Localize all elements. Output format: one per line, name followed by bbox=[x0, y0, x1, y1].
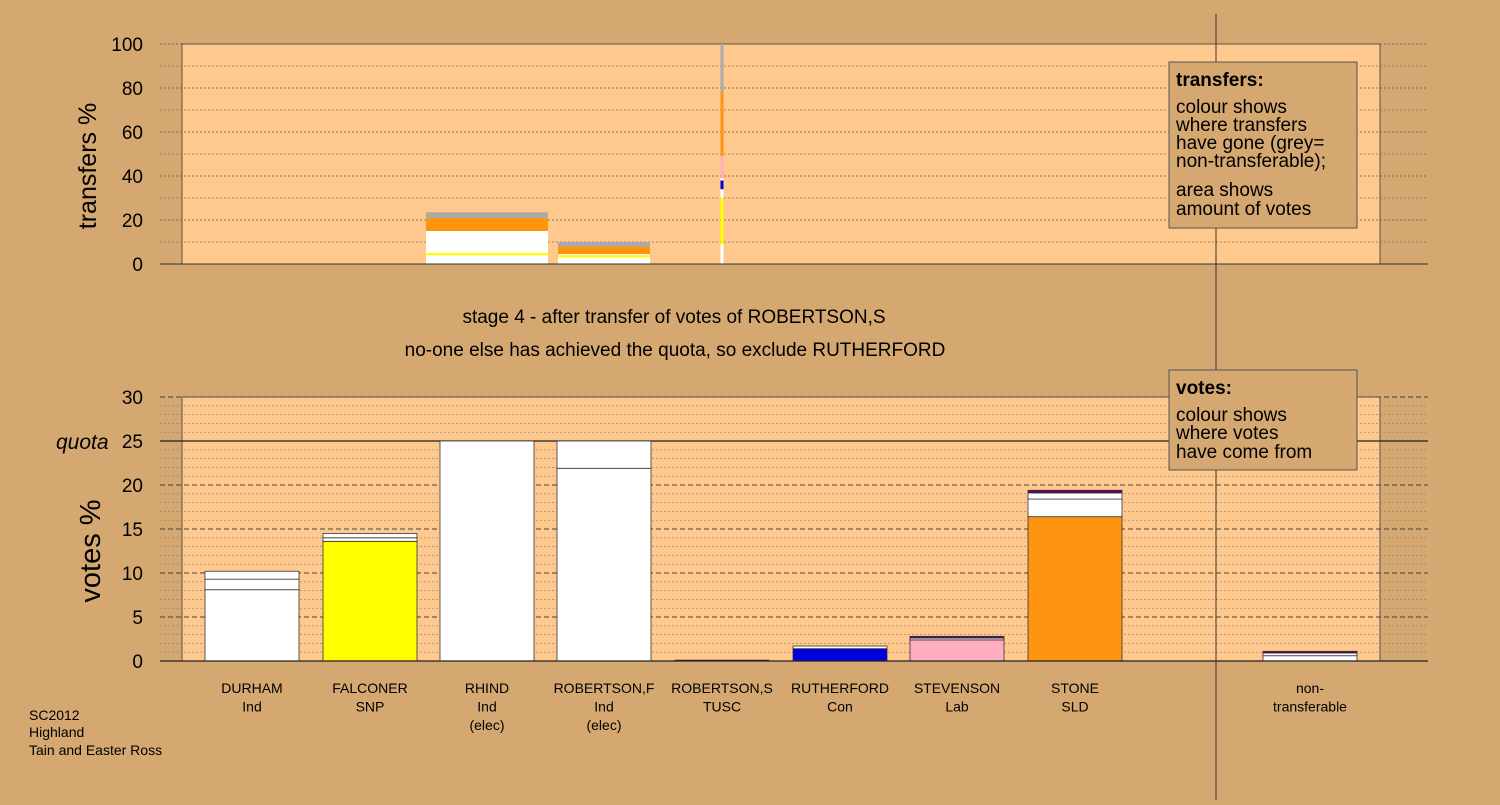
category-labels: DURHAM Ind FALCONER SNP RHIND Ind (elec) ROBERT… bbox=[221, 680, 1347, 733]
category-label: ROBERTSON,F bbox=[554, 680, 655, 696]
transfers-legend-line: area shows bbox=[1176, 180, 1273, 201]
vote-bar-segment bbox=[1027, 516, 1123, 662]
vote-bar-segment bbox=[204, 589, 300, 662]
category-label: DURHAM bbox=[221, 680, 282, 696]
transfer-bar-segment bbox=[720, 156, 724, 179]
vote-bar-segment bbox=[1027, 489, 1123, 494]
transfers-legend-title: transfers: bbox=[1176, 70, 1264, 91]
category-label: Ind bbox=[477, 699, 496, 715]
transfer-bar-segment bbox=[558, 242, 650, 247]
category-label: Ind bbox=[242, 699, 261, 715]
transfers-y-tick-label: 0 bbox=[132, 255, 143, 276]
transfer-bar-segment bbox=[720, 44, 724, 93]
category-label: FALCONER bbox=[332, 680, 407, 696]
transfer-bar-segment bbox=[558, 254, 650, 256]
category-label: SNP bbox=[356, 699, 385, 715]
footer-election: SC2012 bbox=[29, 707, 80, 723]
votes-y-axis-label: votes % bbox=[75, 499, 107, 602]
transfer-bar-segment bbox=[720, 198, 724, 245]
vote-bar-segment bbox=[1262, 655, 1358, 662]
footer-council: Highland bbox=[29, 724, 84, 740]
transfer-bar-segment bbox=[426, 212, 548, 218]
votes-legend-line: colour shows bbox=[1176, 405, 1287, 426]
vote-bar-segment bbox=[1262, 650, 1358, 654]
votes-y-tick-label: 10 bbox=[122, 564, 143, 585]
transfers-y-tick-label: 60 bbox=[122, 123, 143, 144]
transfer-bar-segment bbox=[426, 217, 548, 231]
category-label: Con bbox=[827, 699, 853, 715]
transfers-bars bbox=[426, 44, 724, 264]
category-label: (elec) bbox=[586, 717, 621, 733]
vote-bar-segment bbox=[556, 467, 652, 662]
votes-legend-line: where votes bbox=[1175, 423, 1278, 444]
transfer-bar-segment bbox=[426, 253, 548, 256]
transfers-y-tick-label: 100 bbox=[111, 35, 143, 56]
transfers-legend-line: colour shows bbox=[1176, 97, 1287, 118]
quota-label: quota bbox=[56, 431, 109, 454]
transfers-legend-line: non-transferable); bbox=[1176, 151, 1326, 172]
stage-title: stage 4 - after transfer of votes of ROB… bbox=[462, 307, 885, 328]
vote-bar-segment bbox=[1027, 498, 1123, 518]
category-label: ROBERTSON,S bbox=[671, 680, 773, 696]
transfer-bar-segment bbox=[426, 231, 548, 253]
category-label: STEVENSON bbox=[914, 680, 1000, 696]
vote-bar-segment bbox=[204, 570, 300, 580]
axes bbox=[160, 263, 1428, 662]
transfers-legend-line: amount of votes bbox=[1176, 199, 1311, 220]
transfers-y-tick-label: 80 bbox=[122, 79, 143, 100]
vote-bar-segment bbox=[439, 440, 535, 662]
category-label: Lab bbox=[945, 699, 969, 715]
transfers-legend-line: where transfers bbox=[1175, 115, 1307, 136]
transfers-legend: transfers: colour shows where transfers … bbox=[1168, 61, 1358, 229]
vote-bar-segment bbox=[322, 540, 418, 662]
category-label: RHIND bbox=[465, 680, 509, 696]
tick-labels: 0 20 40 60 80 100 0 5 10 15 20 25 30 bbox=[111, 35, 143, 673]
category-label: non- bbox=[1296, 680, 1324, 696]
vote-bar-segment bbox=[909, 635, 1005, 639]
transfer-bar-segment bbox=[720, 178, 724, 181]
votes-y-tick-label: 15 bbox=[122, 520, 143, 541]
vote-bar-segment bbox=[556, 440, 652, 469]
transfer-bar-segment bbox=[720, 92, 724, 157]
transfer-bar-segment bbox=[720, 180, 724, 190]
votes-y-tick-label: 0 bbox=[132, 652, 143, 673]
category-label: transferable bbox=[1273, 699, 1347, 715]
category-label: Ind bbox=[594, 699, 613, 715]
category-label: RUTHERFORD bbox=[791, 680, 889, 696]
votes-legend-line: have come from bbox=[1176, 442, 1312, 463]
vote-bar-segment bbox=[1027, 492, 1123, 500]
footer-ward: Tain and Easter Ross bbox=[29, 742, 162, 758]
transfers-legend-line: have gone (grey= bbox=[1176, 133, 1324, 154]
vote-bar-segment bbox=[322, 533, 418, 539]
votes-y-tick-label: 5 bbox=[132, 608, 143, 629]
category-label: STONE bbox=[1051, 680, 1099, 696]
votes-y-tick-label: 20 bbox=[122, 476, 143, 497]
category-label: SLD bbox=[1061, 699, 1088, 715]
transfer-bar-segment bbox=[426, 255, 548, 264]
transfer-bar-segment bbox=[720, 244, 724, 264]
vote-bar-segment bbox=[204, 578, 300, 591]
vote-bar-segment bbox=[909, 639, 1005, 662]
votes-bars bbox=[204, 440, 1358, 662]
transfers-y-tick-label: 40 bbox=[122, 167, 143, 188]
vote-bar-segment bbox=[322, 537, 418, 542]
category-label: TUSC bbox=[703, 699, 741, 715]
stage-subtitle: no-one else has achieved the quota, so e… bbox=[405, 340, 946, 361]
transfers-y-axis-label: transfers % bbox=[74, 103, 102, 229]
transfer-bar-segment bbox=[558, 255, 650, 258]
votes-legend-title: votes: bbox=[1176, 378, 1232, 399]
vote-bar-segment bbox=[792, 645, 888, 650]
transfer-bar-segment bbox=[558, 257, 650, 264]
vote-bar-segment bbox=[792, 648, 888, 662]
transfers-y-tick-label: 20 bbox=[122, 211, 143, 232]
category-label: (elec) bbox=[469, 717, 504, 733]
transfer-bar-segment bbox=[558, 246, 650, 255]
votes-legend: votes: colour shows where votes have com… bbox=[1168, 369, 1358, 471]
transfer-bar-segment bbox=[720, 189, 724, 198]
votes-y-tick-label: 30 bbox=[122, 388, 143, 409]
votes-y-tick-label: 25 bbox=[122, 432, 143, 453]
